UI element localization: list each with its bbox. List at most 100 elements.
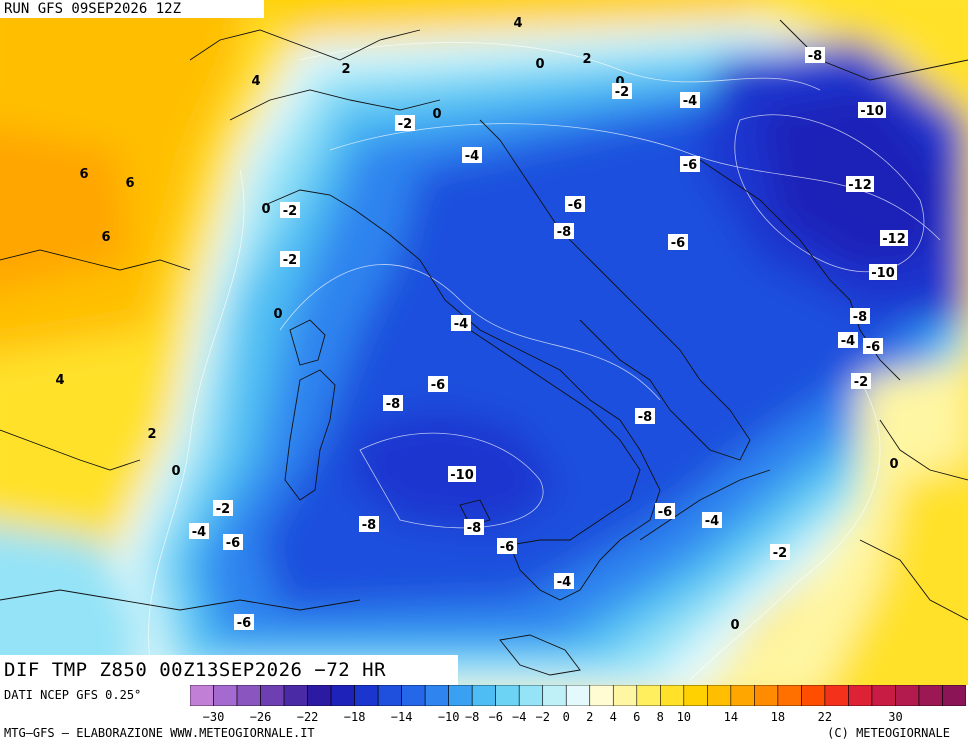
color-legend — [190, 685, 966, 706]
legend-tick: −2 — [536, 710, 550, 724]
svg-text:-4: -4 — [705, 514, 719, 529]
contour-label: -2 — [612, 83, 632, 100]
legend-swatch — [377, 685, 402, 706]
contour-label: -4 — [554, 573, 574, 590]
contour-label: 0 — [535, 57, 544, 72]
legend-swatch — [283, 685, 308, 706]
svg-text:-2: -2 — [283, 204, 297, 219]
legend-tick: 18 — [771, 710, 785, 724]
contour-label: 4 — [251, 74, 260, 89]
legend-tick: −22 — [297, 710, 319, 724]
svg-text:-2: -2 — [615, 85, 629, 100]
legend-tick: −26 — [250, 710, 272, 724]
svg-text:-4: -4 — [465, 149, 479, 164]
legend-tick: 30 — [888, 710, 902, 724]
legend-tick: 6 — [633, 710, 640, 724]
svg-text:0: 0 — [273, 307, 282, 322]
legend-swatch — [636, 685, 661, 706]
legend-swatch — [801, 685, 826, 706]
map-title: DIF TMP Z850 00Z13SEP2026 −72 HR — [0, 655, 458, 685]
contour-label: -8 — [554, 223, 574, 240]
contour-label: 2 — [147, 427, 156, 442]
legend-swatch — [307, 685, 332, 706]
contour-label: 6 — [79, 167, 88, 182]
contour-label: -6 — [668, 234, 688, 251]
legend-tick: 0 — [563, 710, 570, 724]
contour-label: -6 — [565, 196, 585, 213]
svg-text:-2: -2 — [216, 502, 230, 517]
contour-label: -8 — [850, 308, 870, 325]
svg-text:4: 4 — [251, 74, 260, 89]
svg-text:-6: -6 — [683, 158, 697, 173]
svg-text:-8: -8 — [808, 49, 822, 64]
legend-swatch — [236, 685, 261, 706]
svg-text:-2: -2 — [398, 117, 412, 132]
contour-label: -2 — [280, 202, 300, 219]
contour-label: -6 — [655, 503, 675, 520]
color-field — [0, 0, 968, 685]
legend-tick: 8 — [657, 710, 664, 724]
svg-text:6: 6 — [79, 167, 88, 182]
svg-text:-8: -8 — [386, 397, 400, 412]
legend-swatch — [190, 685, 214, 706]
isotherm-lines — [148, 42, 941, 681]
contour-label: 0 — [273, 307, 282, 322]
svg-text:-4: -4 — [557, 575, 571, 590]
svg-text:-12: -12 — [882, 232, 906, 247]
svg-text:2: 2 — [582, 52, 591, 67]
legend-swatch — [471, 685, 496, 706]
svg-text:-4: -4 — [683, 94, 697, 109]
legend-swatch — [518, 685, 544, 706]
svg-text:-4: -4 — [192, 525, 206, 540]
run-title: RUN GFS 09SEP2026 12Z — [0, 0, 264, 18]
contour-label: -6 — [497, 538, 517, 555]
legend-swatch — [260, 685, 285, 706]
contour-label: -6 — [428, 376, 448, 393]
svg-text:-10: -10 — [860, 104, 884, 119]
legend-tick-labels: −30 −26 −22 −18 −14 −10 −8 −6 −4 −2 0 2 4 6 8 10 14 18 22 3… — [203, 710, 903, 724]
contour-label: 4 — [513, 16, 522, 31]
contour-label: -2 — [770, 544, 790, 561]
svg-text:4: 4 — [513, 16, 522, 31]
legend-tick: −30 — [203, 710, 225, 724]
contour-label: -6 — [223, 534, 243, 551]
contour-label: -12 — [880, 230, 908, 247]
contour-label: 6 — [125, 176, 134, 191]
svg-text:-10: -10 — [871, 266, 895, 281]
legend-swatch — [707, 685, 732, 706]
svg-text:2: 2 — [341, 62, 350, 77]
svg-text:-6: -6 — [568, 198, 582, 213]
contour-label: -6 — [680, 156, 700, 173]
contour-label: 0 — [730, 618, 739, 633]
contour-label: -6 — [863, 338, 883, 355]
legend-swatch — [918, 685, 943, 706]
contour-label: -4 — [462, 147, 482, 164]
temperature-anomaly-map: 4-82 0 24 0-2-4-10-20-4-666 -120 -2 -6-86 -6 -12… — [0, 0, 968, 685]
contour-label: -4 — [680, 92, 700, 109]
svg-text:-8: -8 — [638, 410, 652, 425]
svg-text:-8: -8 — [557, 225, 571, 240]
contour-label: -4 — [702, 512, 722, 529]
legend-tick: 22 — [818, 710, 832, 724]
contour-label: -6 — [234, 614, 254, 631]
contour-label: -2 — [213, 500, 233, 517]
legend-swatch — [495, 685, 520, 706]
svg-text:4: 4 — [55, 373, 64, 388]
contour-label: -10 — [858, 102, 886, 119]
svg-text:-4: -4 — [841, 334, 855, 349]
legend-swatch — [448, 685, 473, 706]
svg-text:-2: -2 — [854, 375, 868, 390]
footer-copyright: (C) METEOGIORNALE — [827, 726, 950, 740]
svg-text:-8: -8 — [467, 521, 481, 536]
legend-swatch — [542, 685, 567, 706]
legend-tick: 4 — [610, 710, 617, 724]
svg-text:0: 0 — [730, 618, 739, 633]
contour-label: 4 — [55, 373, 64, 388]
contour-label: 2 — [341, 62, 350, 77]
svg-text:-6: -6 — [866, 340, 880, 355]
svg-text:0: 0 — [615, 75, 624, 90]
legend-swatch — [895, 685, 920, 706]
contour-label: -4 — [838, 332, 858, 349]
legend-swatch — [730, 685, 755, 706]
legend-swatch — [848, 685, 873, 706]
